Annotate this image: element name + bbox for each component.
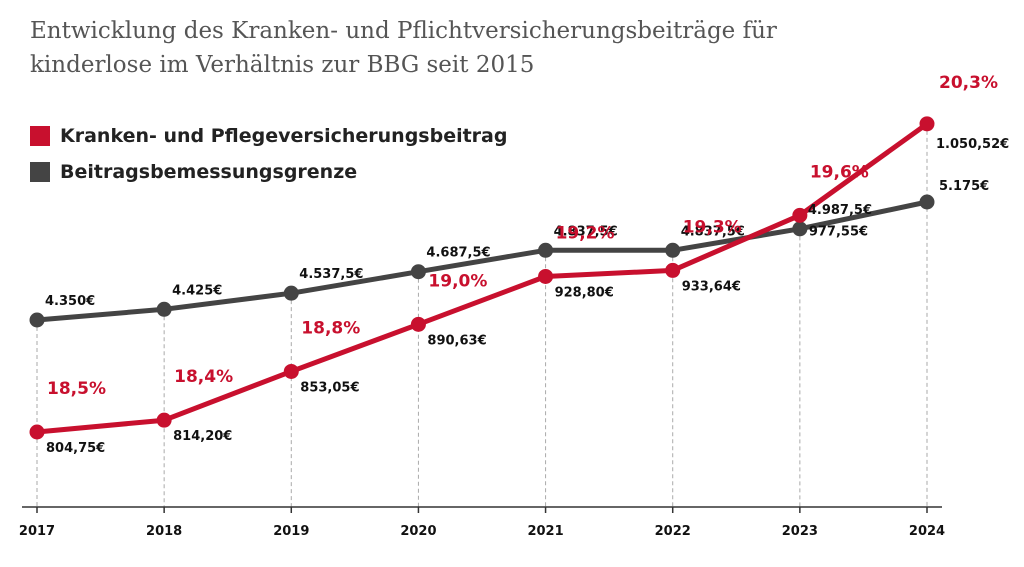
value-label-kv-2023: 977,55€ bbox=[809, 224, 868, 239]
value-label-kv-2019: 853,05€ bbox=[300, 380, 359, 395]
value-label-bbg-2020: 4.687,5€ bbox=[426, 246, 490, 261]
marker-kv-2022 bbox=[665, 262, 681, 278]
x-tick-label-2018: 2018 bbox=[146, 524, 182, 539]
legend: Kranken- und Pflegeversicherungsbeitrag … bbox=[30, 118, 507, 190]
marker-kv-2019 bbox=[283, 363, 299, 379]
x-tick-label-2019: 2019 bbox=[273, 524, 309, 539]
chart-title: Entwicklung des Kranken- und Pflichtvers… bbox=[30, 14, 990, 82]
percent-label-2020: 19,0% bbox=[428, 271, 487, 291]
marker-bbg-2017 bbox=[29, 312, 45, 328]
x-tick-label-2022: 2022 bbox=[655, 524, 691, 539]
value-label-kv-2024: 1.050,52€ bbox=[936, 137, 1009, 152]
value-label-kv-2017: 804,75€ bbox=[46, 441, 105, 456]
marker-kv-2018 bbox=[156, 412, 172, 428]
marker-kv-2024 bbox=[919, 116, 935, 132]
percent-label-2018: 18,4% bbox=[174, 367, 233, 387]
value-label-bbg-2022: 4.837,5€ bbox=[681, 224, 745, 239]
value-label-bbg-2017: 4.350€ bbox=[45, 294, 95, 309]
value-label-kv-2020: 890,63€ bbox=[427, 333, 486, 348]
marker-bbg-2020 bbox=[410, 264, 426, 280]
marker-bbg-2024 bbox=[919, 194, 935, 210]
marker-kv-2023 bbox=[792, 207, 808, 223]
percent-label-2019: 18,8% bbox=[301, 318, 360, 338]
legend-item-krankenversicherung: Kranken- und Pflegeversicherungsbeitrag bbox=[30, 118, 507, 154]
value-label-kv-2018: 814,20€ bbox=[173, 429, 232, 444]
x-tick-label-2017: 2017 bbox=[19, 524, 55, 539]
percent-label-2017: 18,5% bbox=[47, 379, 106, 399]
series-line-krankenversicherung bbox=[36, 121, 929, 435]
legend-label-krankenversicherung: Kranken- und Pflegeversicherungsbeitrag bbox=[60, 125, 508, 147]
legend-swatch-red bbox=[30, 126, 50, 146]
legend-swatch-dark bbox=[30, 162, 50, 182]
marker-kv-2020 bbox=[410, 316, 426, 332]
marker-kv-2017 bbox=[29, 424, 45, 440]
x-tick-label-2020: 2020 bbox=[400, 524, 436, 539]
legend-label-bbg: Beitragsbemessungsgrenze bbox=[60, 161, 358, 183]
value-label-bbg-2021: 4.837,5€ bbox=[554, 224, 618, 239]
legend-item-bbg: Beitragsbemessungsgrenze bbox=[30, 154, 507, 190]
percent-label-2024: 20,3% bbox=[939, 73, 998, 93]
x-tick-label-2023: 2023 bbox=[782, 524, 818, 539]
percent-label-2023: 19,6% bbox=[810, 162, 869, 182]
value-label-kv-2022: 933,64€ bbox=[682, 279, 741, 294]
marker-bbg-2019 bbox=[283, 285, 299, 301]
marker-bbg-2021 bbox=[538, 242, 554, 258]
marker-bbg-2022 bbox=[665, 242, 681, 258]
chart-title-line-1: Entwicklung des Kranken- und Pflichtvers… bbox=[30, 18, 777, 44]
marker-bbg-2018 bbox=[156, 301, 172, 317]
chart-title-line-2: kinderlose im Verhältnis zur BBG seit 20… bbox=[30, 52, 535, 78]
x-tick-label-2024: 2024 bbox=[909, 524, 945, 539]
value-label-kv-2021: 928,80€ bbox=[555, 285, 614, 300]
value-label-bbg-2018: 4.425€ bbox=[172, 283, 222, 298]
percent-label-2022: 19,3% bbox=[683, 217, 742, 237]
marker-bbg-2023 bbox=[792, 221, 808, 237]
value-label-bbg-2024: 5.175€ bbox=[939, 179, 989, 194]
x-tick-label-2021: 2021 bbox=[527, 524, 563, 539]
marker-kv-2021 bbox=[538, 268, 554, 284]
value-label-bbg-2023: 4.987,5€ bbox=[808, 203, 872, 218]
series-line-beitragsbemessungsgrenze bbox=[36, 199, 928, 323]
value-label-bbg-2019: 4.537,5€ bbox=[299, 267, 363, 282]
percent-label-2021: 19,2% bbox=[556, 223, 615, 243]
